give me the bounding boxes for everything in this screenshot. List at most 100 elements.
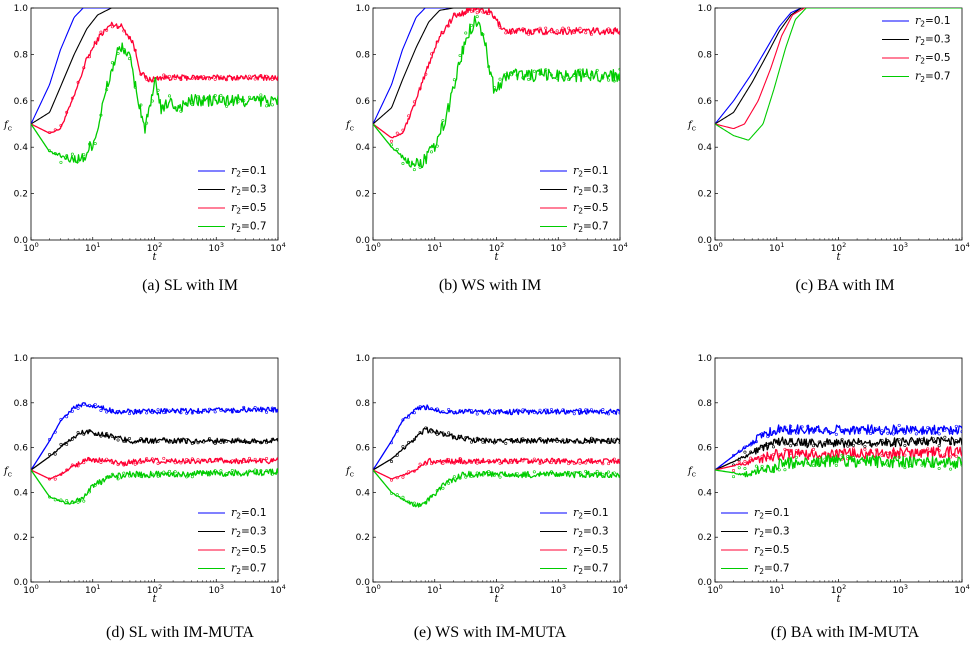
- series-marker: [954, 464, 958, 468]
- series-marker: [395, 429, 399, 433]
- legend-label: r2=0.3: [573, 183, 609, 198]
- series-marker: [190, 442, 194, 446]
- series-marker: [464, 31, 468, 35]
- series-marker: [452, 475, 456, 479]
- series-marker: [960, 438, 962, 442]
- series-marker: [93, 459, 97, 463]
- series-marker: [110, 461, 114, 465]
- series-line-r2-0.1: [715, 8, 962, 125]
- series-marker: [846, 455, 850, 459]
- legend-label: r2=0.5: [573, 201, 609, 216]
- series-marker: [202, 458, 206, 462]
- series-marker: [162, 411, 166, 415]
- series-marker: [116, 409, 120, 413]
- series-marker: [219, 93, 223, 97]
- y-tick-label: 0.4: [698, 488, 713, 498]
- series-marker: [190, 76, 194, 80]
- x-tick-label: 104: [612, 583, 628, 596]
- series-marker: [532, 438, 536, 442]
- series-marker: [76, 80, 80, 84]
- series-marker: [225, 408, 229, 412]
- series-marker: [196, 77, 200, 81]
- series-marker: [424, 156, 428, 160]
- series-marker: [475, 471, 479, 475]
- series-marker: [253, 457, 257, 461]
- series-marker: [401, 495, 405, 499]
- x-tick-label: 102: [489, 583, 505, 596]
- series-marker: [59, 417, 63, 421]
- series-marker: [82, 66, 86, 70]
- series-marker: [498, 77, 502, 81]
- x-tick-label: 100: [365, 583, 381, 596]
- series-marker: [150, 411, 154, 415]
- legend-label: r2=0.1: [573, 506, 609, 521]
- series-marker: [116, 477, 120, 481]
- x-tick-label: 100: [707, 583, 723, 596]
- series-line-r2-0.7: [715, 454, 962, 478]
- series-marker: [464, 475, 468, 479]
- chart-panel-b: 0.0 0.2 0.4 0.6 0.8 1.0 100 101 102 103 104 t fc r2=0…: [345, 4, 628, 294]
- series-marker: [230, 98, 234, 102]
- series-marker: [401, 418, 405, 422]
- series-marker: [760, 444, 764, 448]
- series-marker: [618, 67, 620, 71]
- series-marker: [521, 473, 525, 477]
- series-marker: [943, 435, 947, 439]
- series-marker: [903, 431, 907, 435]
- series-marker: [418, 430, 422, 434]
- series-marker: [475, 11, 479, 15]
- series-marker: [823, 428, 827, 432]
- series-marker: [857, 454, 861, 458]
- series-marker: [794, 431, 798, 435]
- series-marker: [265, 410, 269, 414]
- chart-panel-c: 0.0 0.2 0.4 0.6 0.8 1.0 100 101 102 103 104 t fc r2=0…: [687, 4, 970, 294]
- series-marker: [265, 104, 269, 108]
- series-marker: [897, 455, 901, 459]
- series-marker: [447, 105, 451, 109]
- series-marker: [202, 75, 206, 79]
- series-marker: [139, 103, 143, 107]
- series-marker: [926, 441, 930, 445]
- series-marker: [618, 441, 620, 445]
- x-tick-label: 100: [23, 583, 39, 596]
- series-marker: [954, 424, 958, 428]
- series-marker: [435, 144, 439, 148]
- series-marker: [196, 470, 200, 474]
- series-marker: [407, 160, 411, 164]
- series-marker: [185, 438, 189, 442]
- series-marker: [202, 96, 206, 100]
- chart-panel-d: 0.0 0.2 0.4 0.6 0.8 1.0 100 101 102 103 104 t fc r2=0…: [3, 354, 286, 641]
- series-marker: [737, 466, 741, 470]
- series-marker: [99, 30, 103, 34]
- series-marker: [213, 410, 217, 414]
- series-marker: [732, 475, 736, 479]
- series-marker: [270, 77, 274, 81]
- y-tick-label: 0.4: [356, 143, 371, 153]
- series-marker: [145, 121, 149, 125]
- series-marker: [105, 28, 109, 32]
- series-marker: [823, 457, 827, 461]
- series-marker: [863, 427, 867, 431]
- series-marker: [880, 438, 884, 442]
- series-marker: [772, 452, 776, 456]
- series-marker: [481, 10, 485, 14]
- series-marker: [863, 444, 867, 448]
- series-marker: [447, 431, 451, 435]
- series-marker: [618, 458, 620, 462]
- x-tick-label: 100: [707, 241, 723, 254]
- series-marker: [469, 9, 473, 13]
- series-marker: [452, 12, 456, 16]
- series-marker: [909, 463, 913, 467]
- series-marker: [424, 72, 428, 76]
- series-marker: [48, 452, 52, 456]
- series-marker: [202, 408, 206, 412]
- x-tick-label: 103: [550, 241, 566, 254]
- legend-label: r2=0.7: [754, 562, 790, 577]
- series-marker: [48, 437, 52, 441]
- series-marker: [447, 458, 451, 462]
- series-marker: [829, 441, 833, 445]
- legend-label: r2=0.1: [231, 164, 267, 179]
- legend-label: r2=0.5: [231, 201, 267, 216]
- legend-label: r2=0.7: [573, 220, 609, 235]
- series-marker: [156, 77, 160, 81]
